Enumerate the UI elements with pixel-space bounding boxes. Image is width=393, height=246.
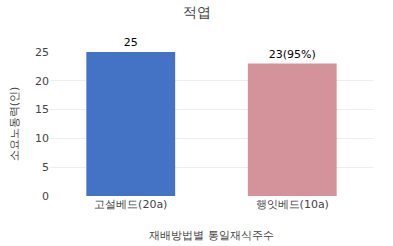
svg-text:고설베드(20a): 고설베드(20a): [94, 198, 167, 211]
svg-text:5: 5: [42, 161, 49, 174]
svg-text:0: 0: [42, 190, 49, 203]
svg-text:15: 15: [35, 103, 49, 116]
svg-text:20: 20: [35, 75, 49, 88]
svg-text:적엽: 적엽: [183, 4, 211, 20]
svg-text:25: 25: [124, 36, 138, 49]
svg-text:10: 10: [35, 132, 49, 145]
svg-text:23(95%): 23(95%): [269, 48, 316, 61]
svg-text:소요노동력(인): 소요노동력(인): [8, 87, 21, 162]
svg-text:25: 25: [35, 46, 49, 59]
svg-text:행잇베드(10a): 행잇베드(10a): [256, 198, 329, 211]
svg-text:재배방법별 통일재식주수: 재배방법별 통일재식주수: [149, 229, 274, 242]
